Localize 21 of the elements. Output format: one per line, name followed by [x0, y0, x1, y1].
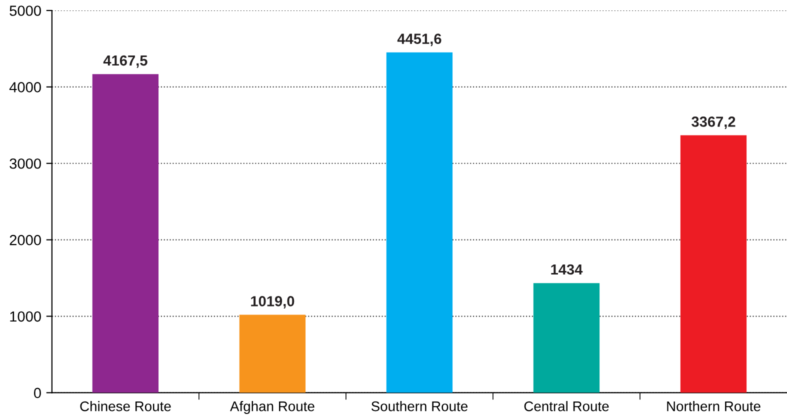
- y-tick-label: 0: [34, 388, 41, 398]
- bar: [239, 314, 306, 393]
- y-tick-label: 3000: [10, 158, 41, 169]
- x-tick-label: Afghan Route: [230, 401, 314, 414]
- y-tick-label: 2000: [10, 234, 41, 246]
- bar: [680, 135, 747, 393]
- y-tick-label: 5000: [10, 6, 41, 16]
- x-tick-label: Southern Route: [371, 401, 468, 412]
- y-tick-label: 1000: [10, 311, 41, 322]
- x-tick-label: Central Route: [524, 401, 609, 412]
- data-label: 1019,0: [251, 296, 294, 308]
- data-label: 4167,5: [103, 55, 148, 68]
- bar: [533, 283, 600, 393]
- data-label: 3367,2: [692, 116, 736, 129]
- bar: [386, 52, 453, 393]
- bar: [92, 74, 159, 393]
- data-label: 4451,6: [397, 34, 442, 46]
- x-tick-label: Northern Route: [667, 401, 760, 412]
- data-label: 1434: [551, 264, 583, 275]
- y-tick-label: 4000: [9, 82, 41, 92]
- x-tick-label: Chinese Route: [80, 401, 171, 412]
